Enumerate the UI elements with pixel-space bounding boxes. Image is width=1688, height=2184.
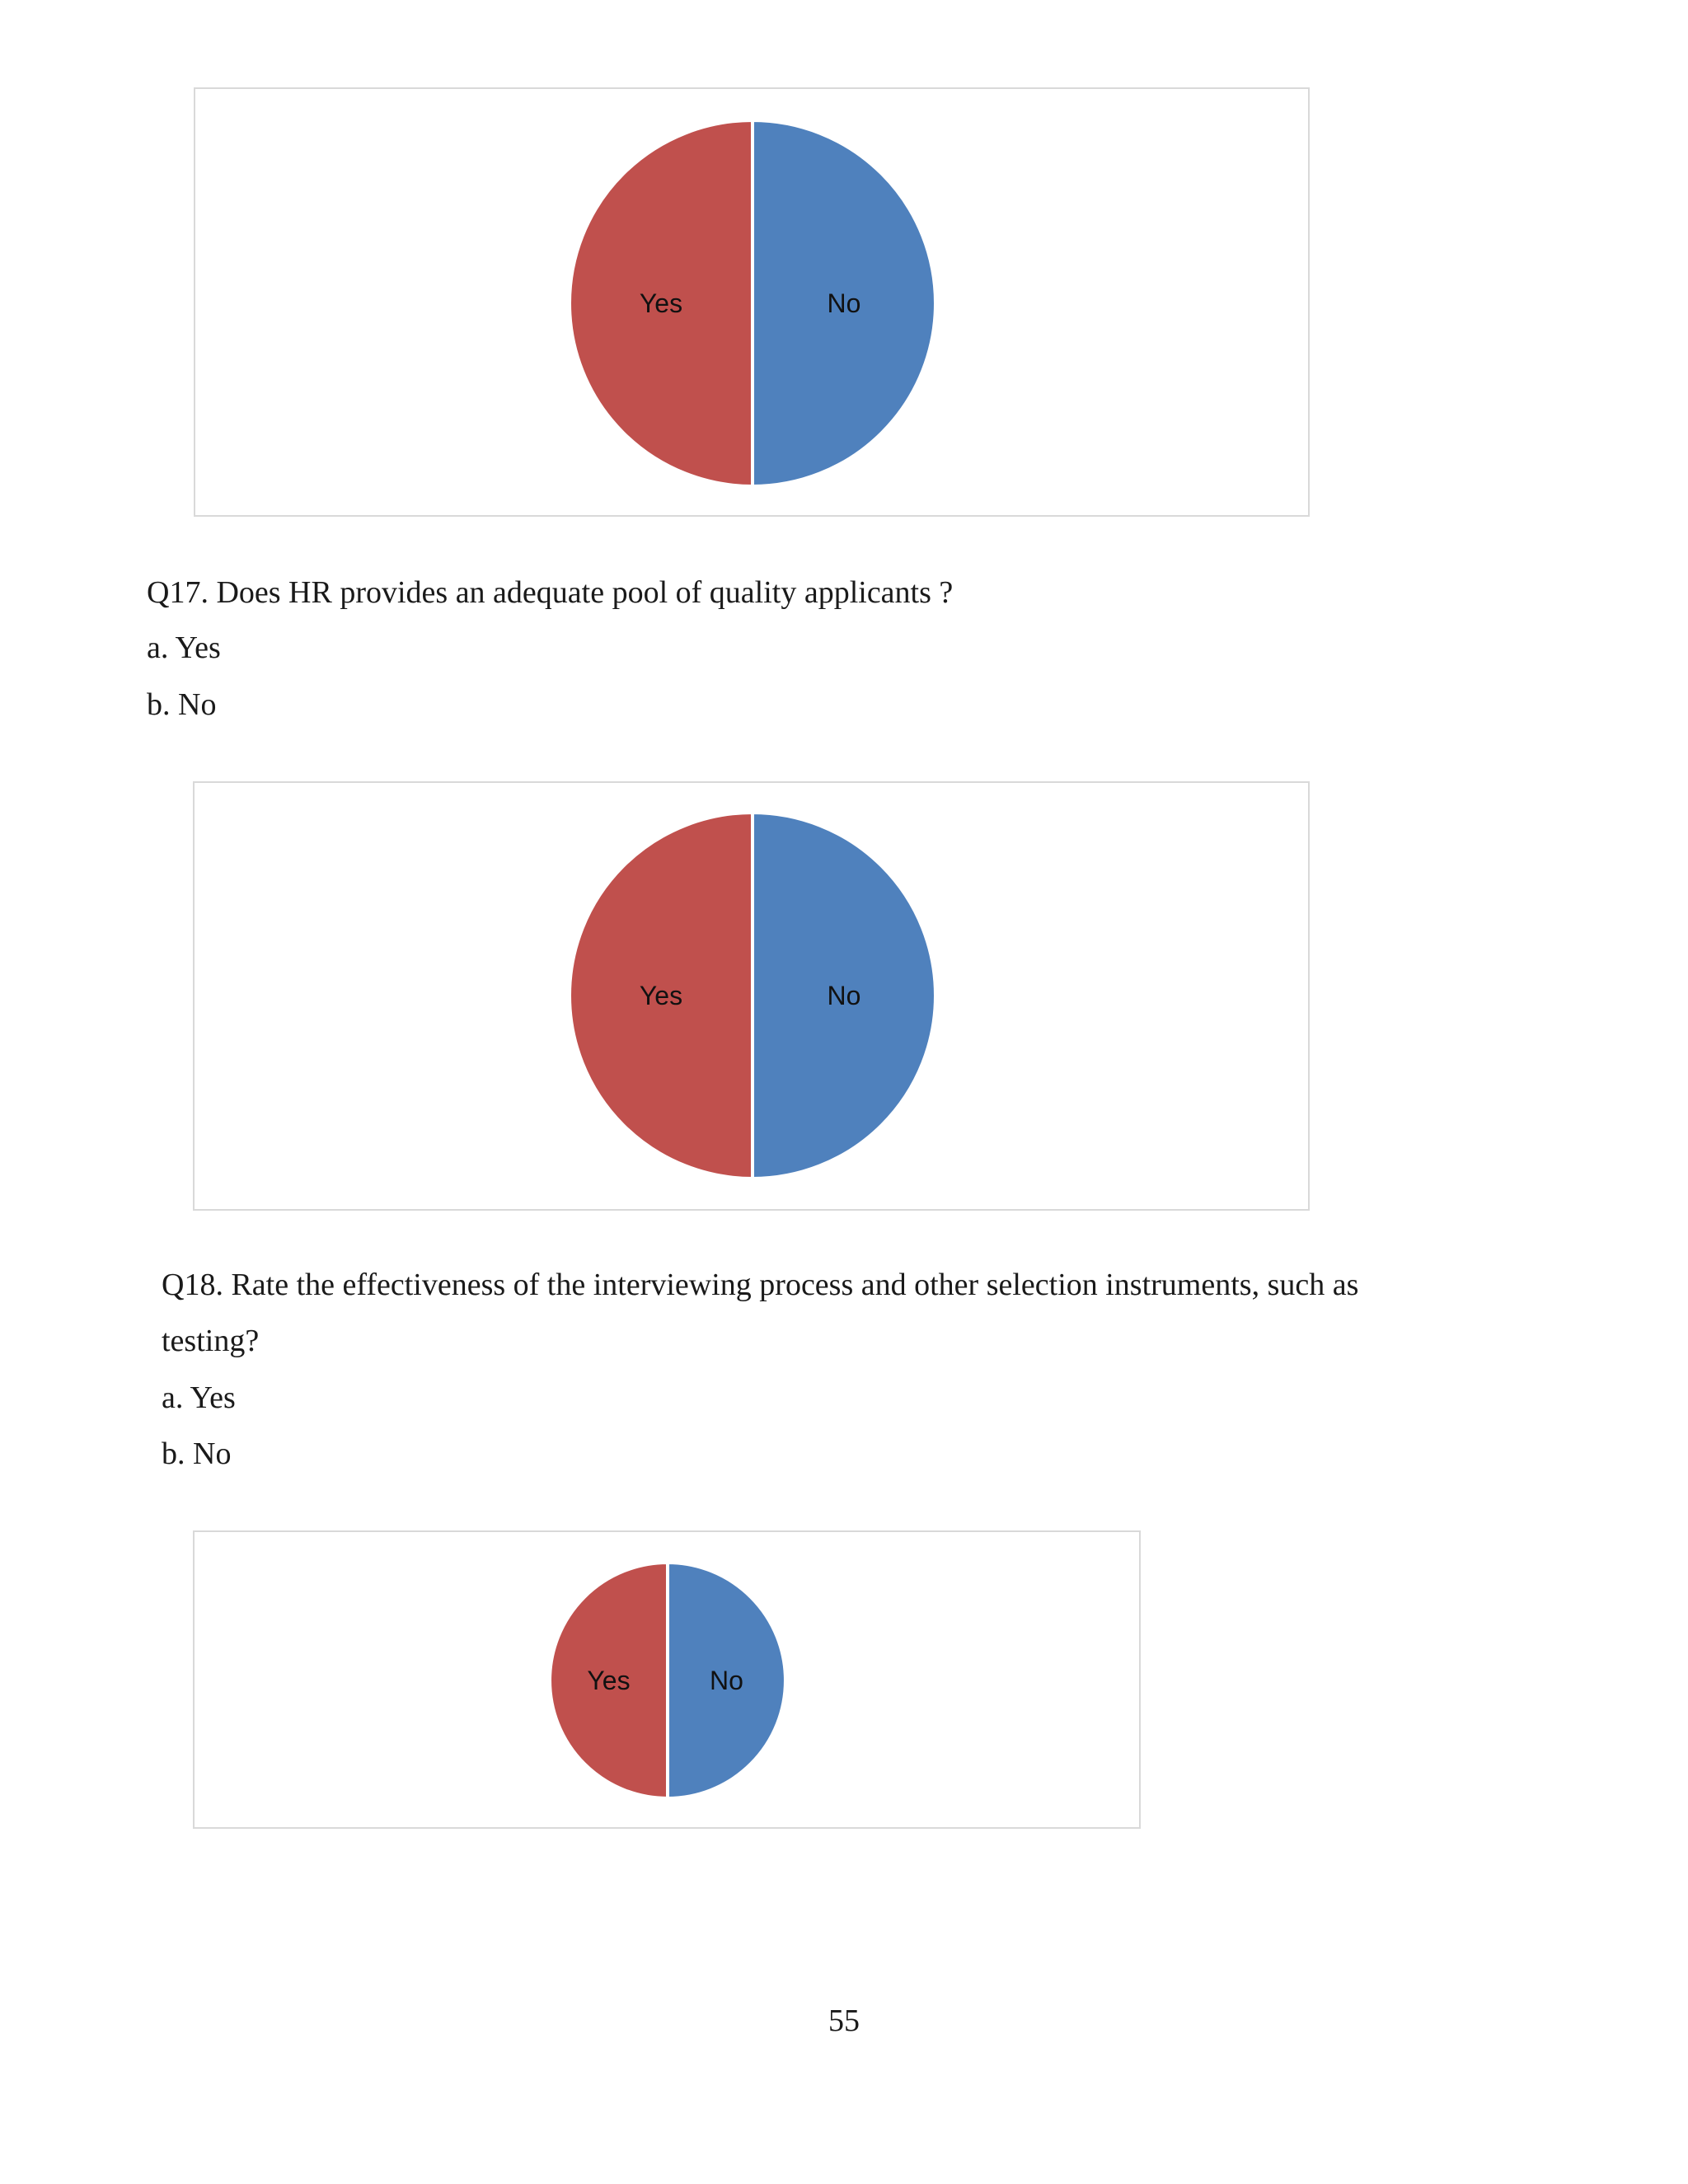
pie-label-no: No [828, 288, 861, 318]
q18-option-b: b. No [162, 1436, 232, 1471]
pie-slice-no [666, 1560, 787, 1801]
pie-label-yes: Yes [587, 1666, 630, 1695]
q17-option-a: a. Yes [147, 630, 221, 665]
pie-label-yes: Yes [640, 288, 682, 318]
q17-option-b: b. No [147, 687, 217, 722]
chart-1-frame: Yes No [194, 87, 1310, 517]
q18-question-line1: Q18. Rate the effectiveness of the inter… [162, 1268, 1359, 1302]
q18-question-line2: testing? [162, 1324, 260, 1358]
q18-option-a: a. Yes [162, 1380, 236, 1415]
page-number: 55 [828, 2004, 860, 2038]
pie-slice-yes [568, 810, 754, 1181]
pie-slice-yes [568, 118, 754, 489]
chart-2-frame: Yes No [193, 781, 1310, 1211]
pie-label-yes: Yes [640, 981, 682, 1010]
chart-3-frame: Yes No [193, 1530, 1141, 1829]
chart-2-pie: Yes No [568, 810, 937, 1181]
chart-3-pie: Yes No [548, 1560, 787, 1801]
pie-slice-no [751, 118, 937, 489]
pie-label-no: No [828, 981, 861, 1010]
pie-slice-yes [548, 1560, 669, 1801]
chart-1-pie: Yes No [568, 118, 937, 489]
pie-slice-no [751, 810, 937, 1181]
pie-label-no: No [710, 1666, 743, 1695]
q17-question: Q17. Does HR provides an adequate pool o… [147, 575, 954, 610]
